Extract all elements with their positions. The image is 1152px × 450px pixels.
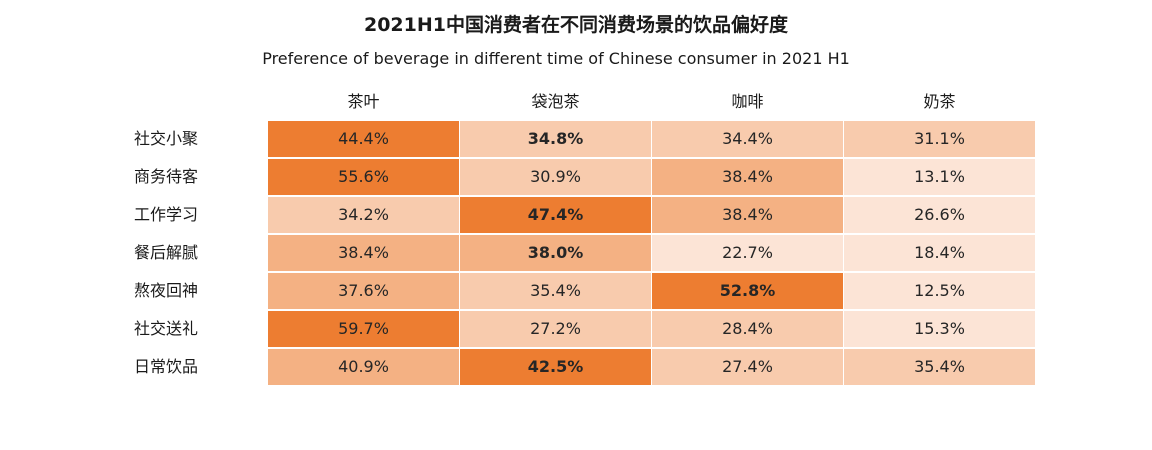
heatmap-cell: 31.1% — [844, 121, 1035, 157]
heatmap-cell: 13.1% — [844, 159, 1035, 195]
column-header: 奶茶 — [923, 92, 956, 111]
row-label: 熬夜回神 — [134, 281, 199, 300]
chart-subtitle: Preference of beverage in different time… — [262, 49, 850, 68]
heatmap-cell: 34.4% — [652, 121, 843, 157]
heatmap-cell: 27.2% — [460, 311, 651, 347]
heatmap-cell: 37.6% — [268, 273, 459, 309]
heatmap-cell: 34.2% — [268, 197, 459, 233]
heatmap-cell: 59.7% — [268, 311, 459, 347]
heatmap-cell: 42.5% — [460, 349, 651, 385]
heatmap-cell: 52.8% — [652, 273, 843, 309]
heatmap-cell: 28.4% — [652, 311, 843, 347]
column-header: 袋泡茶 — [531, 92, 580, 111]
heatmap-cell: 38.4% — [652, 197, 843, 233]
heatmap-cell: 55.6% — [268, 159, 459, 195]
row-label: 社交送礼 — [134, 319, 199, 338]
row-label: 日常饮品 — [134, 357, 199, 376]
row-label: 餐后解腻 — [134, 243, 199, 262]
chart-title: 2021H1中国消费者在不同消费场景的饮品偏好度 — [363, 14, 788, 36]
row-label: 商务待客 — [134, 167, 199, 186]
heatmap-cell: 44.4% — [268, 121, 459, 157]
row-label: 工作学习 — [134, 205, 199, 224]
heatmap-cell: 12.5% — [844, 273, 1035, 309]
heatmap-cell: 15.3% — [844, 311, 1035, 347]
heatmap-cell: 35.4% — [844, 349, 1035, 385]
heatmap-cell: 38.4% — [652, 159, 843, 195]
heatmap-cell: 47.4% — [460, 197, 651, 233]
heatmap-cell: 30.9% — [460, 159, 651, 195]
heatmap-cell: 22.7% — [652, 235, 843, 271]
column-header: 咖啡 — [731, 92, 764, 111]
heatmap-cell: 40.9% — [268, 349, 459, 385]
heatmap-cell: 35.4% — [460, 273, 651, 309]
heatmap-cell: 27.4% — [652, 349, 843, 385]
row-label: 社交小聚 — [134, 129, 199, 148]
heatmap-cell: 26.6% — [844, 197, 1035, 233]
heatmap-cell: 38.0% — [460, 235, 651, 271]
heatmap-cell: 34.8% — [460, 121, 651, 157]
column-header: 茶叶 — [347, 92, 380, 111]
heatmap-cell: 38.4% — [268, 235, 459, 271]
heatmap-cell: 18.4% — [844, 235, 1035, 271]
